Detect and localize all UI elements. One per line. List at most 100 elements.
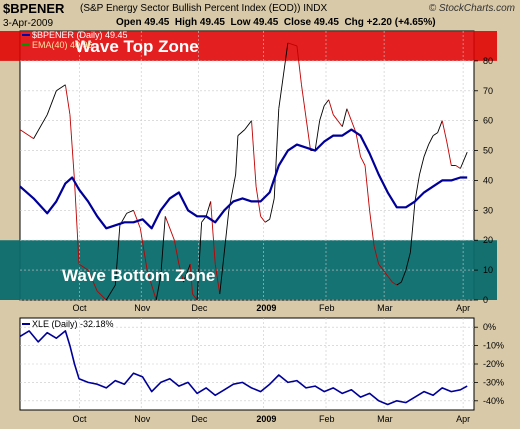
bp-series-segment: [192, 293, 198, 301]
plot-area-2: [19, 317, 475, 411]
x-tick-label: Nov: [134, 303, 151, 313]
y-tick-label: 0%: [483, 322, 496, 332]
y-tick-label: 40: [483, 175, 493, 185]
x-tick-label: Oct: [72, 303, 87, 313]
symbol-title: $BPENER: [3, 1, 65, 16]
bp-series-segment: [446, 141, 452, 166]
bp-series-segment: [260, 216, 266, 223]
bp-series-segment: [219, 210, 230, 295]
x-tick-label: 2009: [256, 414, 276, 424]
x-tick-label: Mar: [377, 303, 393, 313]
x-tick-label: 2009: [256, 303, 276, 313]
x-tick-label: Feb: [319, 303, 335, 313]
y-tick-label: 60: [483, 116, 493, 126]
legend-label: EMA(40) 40.96: [32, 40, 93, 50]
bp-series-segment: [87, 269, 98, 292]
bp-series-segment: [455, 165, 461, 169]
bp-series-segment: [273, 108, 280, 199]
wave-bottom-zone-label: Wave Bottom Zone: [62, 266, 215, 285]
y-tick-label: 30: [483, 205, 493, 215]
bp-series-segment: [205, 201, 212, 217]
bp-series-segment: [392, 281, 398, 286]
bp-series-segment: [378, 263, 384, 271]
bp-series-segment: [160, 216, 166, 277]
bp-series-segment: [319, 105, 325, 121]
symbol-description: (S&P Energy Sector Bullish Percent Index…: [80, 3, 328, 14]
bp-series-segment: [210, 201, 216, 265]
y-tick-label: 10: [483, 265, 493, 275]
y-tick-label: -10%: [483, 341, 504, 351]
bp-series-segment: [139, 228, 148, 271]
legend-label: XLE (Daily) -32.18%: [32, 319, 114, 329]
bp-series-segment: [164, 216, 175, 241]
y-tick-label: -20%: [483, 359, 504, 369]
x-tick-label: Apr: [456, 303, 470, 313]
legend-label: $BPENER (Daily) 49.45: [32, 30, 128, 40]
bp-series-segment: [301, 84, 312, 151]
y-tick-label: 80: [483, 56, 493, 66]
bp-series-segment: [214, 264, 221, 295]
y-tick-label: -30%: [483, 377, 504, 387]
bp-series-segment: [441, 120, 448, 142]
bp-series-segment: [56, 84, 66, 92]
bp-series-segment: [346, 108, 352, 121]
bp-series-segment: [96, 290, 107, 301]
bp-series-segment: [369, 210, 375, 247]
bp-series-segment: [146, 269, 157, 301]
bp-series-segment: [178, 264, 184, 283]
bp-series-segment: [196, 222, 203, 301]
bp-series-segment: [360, 156, 366, 166]
wave-top-zone-label: Wave Top Zone: [75, 37, 199, 56]
ema-series-line: [19, 128, 468, 230]
bp-series-segment: [33, 114, 48, 139]
bp-series-segment: [341, 108, 348, 127]
bp-series-segment: [314, 120, 321, 151]
bp-series-segment: [328, 99, 334, 115]
bp-series-segment: [387, 275, 393, 283]
x-tick-label: Nov: [134, 414, 151, 424]
bp-series-segment: [428, 135, 434, 145]
bp-series-segment: [264, 218, 270, 223]
bp-series-segment: [296, 45, 302, 85]
brand-watermark: © StockCharts.com: [428, 3, 515, 14]
bp-series-segment: [437, 120, 443, 133]
bp-series-segment: [373, 246, 380, 265]
bp-series-segment: [419, 156, 425, 175]
bp-series-segment: [173, 240, 180, 265]
bp-series-segment: [105, 284, 116, 301]
bp-series-segment: [19, 129, 34, 139]
bp-series-segment: [337, 120, 343, 127]
bp-series-segment: [74, 180, 80, 265]
bp-series-segment: [69, 114, 75, 181]
bp-series-segment: [409, 201, 416, 253]
bp-series-segment: [269, 198, 275, 220]
bp-series-segment: [46, 90, 57, 115]
bp-series-segment: [278, 42, 289, 109]
x-tick-label: Feb: [319, 414, 335, 424]
bp-series-segment: [237, 129, 246, 136]
bp-series-segment: [364, 165, 371, 211]
bp-series-segment: [251, 120, 257, 187]
bp-series-segment: [235, 135, 239, 175]
x-tick-label: Dec: [191, 414, 208, 424]
y-tick-label: 20: [483, 235, 493, 245]
y-tick-label: 70: [483, 86, 493, 96]
bp-series-segment: [244, 120, 252, 130]
bp-series-segment: [414, 174, 420, 202]
bp-series-segment: [423, 144, 430, 157]
chart-date: 3-Apr-2009: [3, 18, 54, 29]
bp-series-segment: [114, 225, 121, 286]
bp-series-segment: [405, 252, 411, 271]
y-tick-label: -40%: [483, 396, 504, 406]
y-tick-label: 0: [483, 295, 488, 305]
x-tick-label: Mar: [377, 414, 393, 424]
bp-series-segment: [287, 42, 298, 47]
bp-series-segment: [183, 263, 191, 283]
wave-top-zone: [0, 31, 497, 61]
bp-series-segment: [133, 210, 141, 229]
x-tick-label: Apr: [456, 414, 470, 424]
bp-series-segment: [155, 276, 162, 301]
ohlc-readout: Open 49.45 High 49.45 Low 49.45 Close 49…: [116, 17, 436, 28]
bp-series-segment: [432, 132, 438, 136]
